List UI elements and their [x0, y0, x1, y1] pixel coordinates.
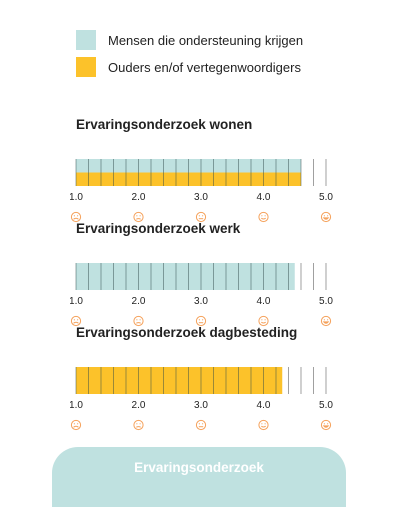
tick-label: 5.0 [319, 296, 333, 307]
chart-title-dagbesteding: Ervaringsonderzoek dagbesteding [76, 325, 298, 340]
happy-face-icon [258, 315, 269, 327]
tick-label: 1.0 [70, 192, 83, 203]
sad-face-icon [133, 315, 144, 327]
chart-wonen: 1.0 2.0 3.0 4.0 5.0 [70, 159, 333, 223]
legend-item-parents: Ouders en/of vertegenwoordigers [76, 55, 303, 79]
sad-face-icon [133, 211, 144, 223]
happy-face-icon [258, 419, 269, 431]
tick-label: 4.0 [257, 400, 271, 411]
tick-label: 5.0 [319, 400, 333, 411]
ervaringsonderzoek-button-label: Ervaringsonderzoek [134, 460, 264, 475]
very-sad-face-icon [70, 419, 82, 431]
chart-title-wonen: Ervaringsonderzoek wonen [76, 117, 253, 132]
tick-label: 3.0 [194, 192, 208, 203]
chart-dagbesteding: 1.0 2.0 3.0 4.0 5.0 [70, 367, 333, 431]
bar-primary [76, 263, 295, 290]
tick-label: 4.0 [257, 296, 271, 307]
sad-face-icon [133, 419, 144, 431]
ervaringsonderzoek-button[interactable]: Ervaringsonderzoek [52, 447, 346, 507]
legend-label-support: Mensen die ondersteuning krijgen [108, 32, 304, 48]
legend-swatch-parents [76, 57, 96, 77]
bar-primary [76, 367, 283, 394]
tick-label: 2.0 [132, 296, 146, 307]
tick-label: 3.0 [194, 400, 208, 411]
happy-face-icon [258, 211, 269, 223]
legend-label-parents: Ouders en/of vertegenwoordigers [108, 59, 301, 75]
legend-item-support: Mensen die ondersteuning krijgen [76, 28, 303, 52]
tick-label: 4.0 [257, 192, 271, 203]
very-happy-face-icon [320, 211, 332, 223]
very-happy-face-icon [320, 315, 332, 327]
very-happy-face-icon [320, 419, 332, 431]
neutral-face-icon [195, 211, 207, 223]
chart-werk: 1.0 2.0 3.0 4.0 5.0 [70, 263, 333, 327]
neutral-face-icon [195, 315, 207, 327]
tick-label: 2.0 [132, 192, 146, 203]
chart-title-werk: Ervaringsonderzoek werk [76, 221, 241, 236]
neutral-face-icon [195, 419, 207, 431]
legend: Mensen die ondersteuning krijgen Ouders … [76, 28, 303, 82]
tick-label: 1.0 [70, 400, 83, 411]
tick-label: 5.0 [319, 192, 333, 203]
legend-swatch-support [76, 30, 96, 50]
tick-label: 2.0 [132, 400, 146, 411]
very-sad-face-icon [70, 315, 82, 327]
tick-label: 3.0 [194, 296, 208, 307]
tick-label: 1.0 [70, 296, 83, 307]
very-sad-face-icon [70, 211, 82, 223]
